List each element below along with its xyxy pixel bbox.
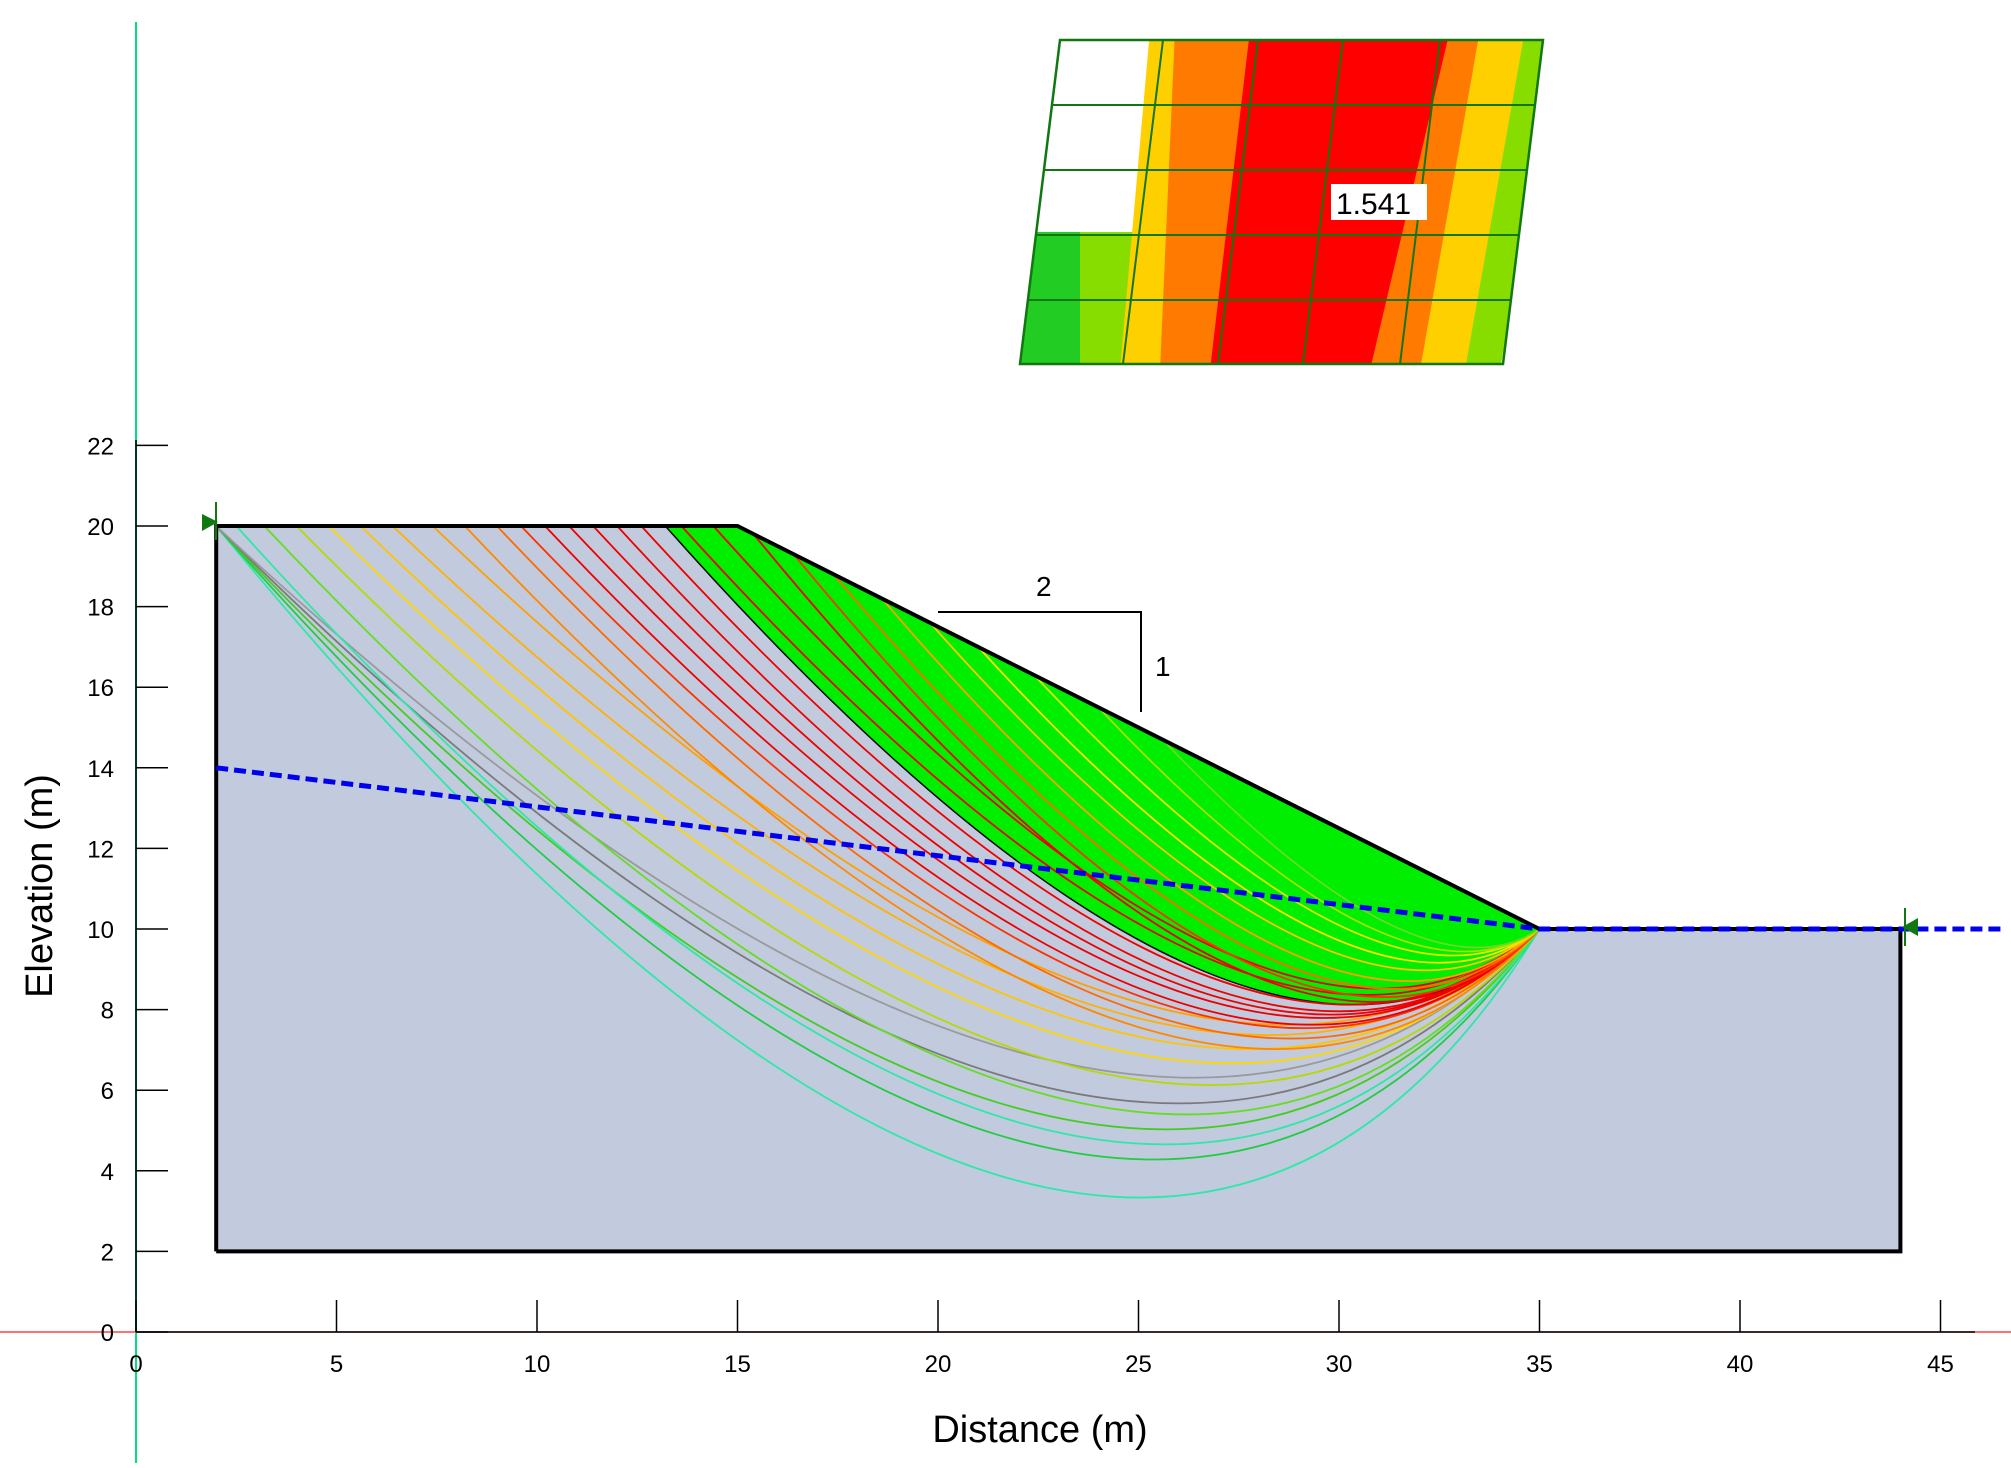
slip-surface xyxy=(977,646,1541,964)
slip-surface xyxy=(263,525,1541,1116)
slip-surface xyxy=(215,525,1541,1199)
slope-ratio-horizontal: 2 xyxy=(1036,571,1052,602)
slip-surface xyxy=(752,533,1541,1003)
grid-band-orange-left xyxy=(1160,40,1255,364)
slip-surface xyxy=(1033,674,1541,957)
x-tick-label: 40 xyxy=(1727,1351,1754,1378)
slip-surface xyxy=(881,597,1541,983)
right-boundary-marker-icon xyxy=(1902,918,1918,936)
grid-line-vertical xyxy=(1302,40,1344,364)
x-tick-label: 5 xyxy=(330,1351,343,1378)
slip-surface xyxy=(929,622,1541,972)
y-tick-label: 22 xyxy=(87,433,114,460)
grid-outline xyxy=(1018,38,1545,366)
slip-surface xyxy=(215,525,1541,1079)
x-tick-label: 10 xyxy=(524,1351,551,1378)
grid-line-vertical xyxy=(1122,40,1164,364)
x-tick-label: 15 xyxy=(724,1351,751,1378)
boundary-markers xyxy=(202,502,1918,946)
slip-surface xyxy=(1097,706,1541,953)
min-fs-label-box xyxy=(1331,184,1427,220)
slip-surface xyxy=(327,525,1541,1065)
x-tick-label: 0 xyxy=(129,1351,142,1378)
slip-surface xyxy=(792,553,1541,998)
x-ticks: 0 5 10 15 20 25 30 35 40 45 xyxy=(129,1300,1954,1378)
y-ticks: 0 2 4 6 8 10 12 14 16 18 20 22 xyxy=(87,433,168,1347)
water-table-line xyxy=(215,765,2001,932)
slip-surface xyxy=(295,525,1541,1086)
y-tick-label: 12 xyxy=(87,836,114,863)
x-tick-label: 45 xyxy=(1927,1351,1954,1378)
slip-surface xyxy=(215,525,1541,1131)
left-boundary-marker-icon xyxy=(202,514,218,531)
x-tick-label: 20 xyxy=(925,1351,952,1378)
y-tick-label: 6 xyxy=(101,1078,114,1105)
min-fs-label: 1.541 xyxy=(1336,188,1411,221)
slope-ratio-annotation: 2 1 xyxy=(938,571,1171,712)
y-tick-label: 16 xyxy=(87,675,114,702)
slip-center-grid: 1.541 xyxy=(1018,38,1545,366)
grid-band-yellow-right xyxy=(1420,40,1530,364)
y-tick-label: 0 xyxy=(101,1320,114,1347)
y-tick-label: 8 xyxy=(101,998,114,1025)
y-tick-label: 2 xyxy=(101,1239,114,1266)
x-axis-title: Distance (m) xyxy=(932,1409,1147,1451)
slip-surface xyxy=(833,573,1541,990)
slope-ratio-vertical: 1 xyxy=(1155,651,1171,682)
y-tick-label: 14 xyxy=(87,756,114,783)
x-tick-label: 25 xyxy=(1125,1351,1152,1378)
slip-surfaces xyxy=(215,525,1541,1199)
y-tick-label: 18 xyxy=(87,595,114,622)
y-tick-label: 10 xyxy=(87,917,114,944)
slip-surface xyxy=(1161,738,1540,949)
grid-line-vertical xyxy=(1217,40,1259,364)
slip-surface xyxy=(544,525,1541,1026)
y-axis-title: Elevation (m) xyxy=(19,774,61,998)
y-tick-label: 20 xyxy=(87,514,114,541)
slip-surface xyxy=(215,525,1541,1161)
slip-surface xyxy=(712,525,1541,990)
x-tick-label: 35 xyxy=(1526,1351,1553,1378)
slope-ratio-triangle xyxy=(938,611,1142,712)
grid-lines xyxy=(1020,40,1543,364)
x-tick-label: 30 xyxy=(1326,1351,1353,1378)
slip-surface xyxy=(464,525,1541,1050)
slip-surface xyxy=(215,525,1541,1105)
slip-surface xyxy=(496,525,1541,1040)
slip-surface xyxy=(235,525,1541,1146)
y-tick-label: 4 xyxy=(101,1159,114,1186)
